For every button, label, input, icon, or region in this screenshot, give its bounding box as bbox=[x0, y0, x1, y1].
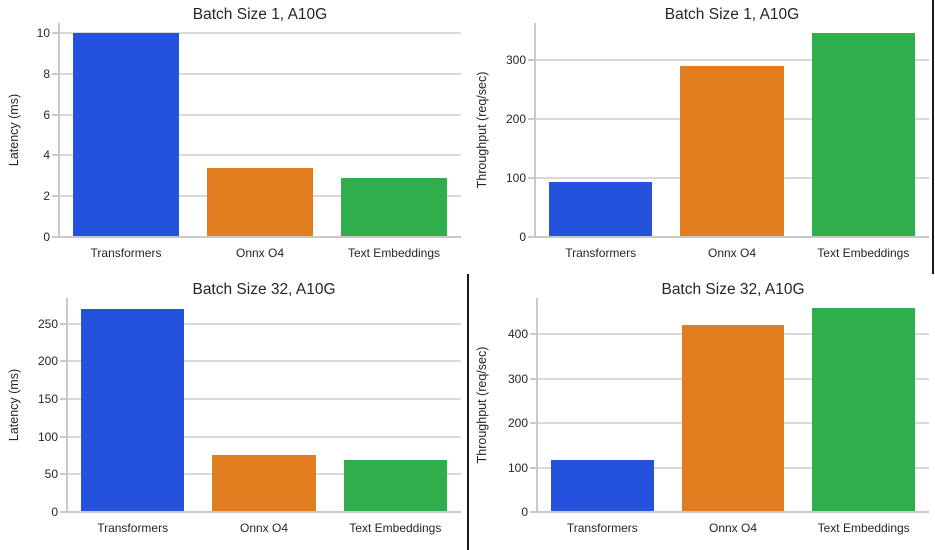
divider-line-center-bottom bbox=[467, 274, 469, 550]
y-axis-spine bbox=[66, 298, 68, 512]
y-tickmark bbox=[528, 236, 534, 238]
gridline bbox=[67, 360, 461, 363]
y-tickmark bbox=[528, 117, 534, 120]
y-tickmark bbox=[60, 322, 66, 325]
bar-onnx-o4 bbox=[207, 167, 313, 236]
bar-onnx-o4 bbox=[681, 325, 785, 511]
gridline bbox=[59, 72, 461, 75]
gridline bbox=[59, 154, 461, 157]
chart-batch1-latency: Batch Size 1, A10G Latency (ms) 0 2 4 6 8 10 Tra… bbox=[0, 0, 467, 275]
y-tick-label: 2 bbox=[43, 189, 50, 204]
y-tickmark bbox=[52, 32, 58, 35]
y-tickmark bbox=[60, 473, 66, 476]
y-tickmark bbox=[528, 176, 534, 179]
x-tick-label: Onnx O4 bbox=[239, 521, 289, 535]
bar-text-embeddings bbox=[341, 177, 447, 236]
y-tickmark bbox=[52, 195, 58, 198]
x-tick-label: Text Embeddings bbox=[347, 246, 441, 260]
y-tick-label: 0 bbox=[519, 230, 526, 244]
x-axis-spine bbox=[536, 511, 929, 513]
y-tick-label: 150 bbox=[37, 391, 58, 406]
x-tick-label: Text Embeddings bbox=[817, 246, 910, 260]
bar-text-embeddings bbox=[343, 460, 447, 511]
y-axis-label: Throughput (req/sec) bbox=[475, 346, 489, 464]
chart-batch32-latency: Batch Size 32, A10G Latency (ms) 0 50 100 150… bbox=[0, 275, 467, 550]
y-tickmark bbox=[530, 333, 536, 336]
y-tickmark bbox=[528, 58, 534, 61]
y-tickmark bbox=[60, 360, 66, 363]
x-axis-spine bbox=[534, 236, 929, 238]
gridline bbox=[59, 113, 461, 116]
y-tick-label: 0 bbox=[521, 505, 528, 519]
y-tick-label: 250 bbox=[37, 316, 58, 331]
y-tickmark bbox=[52, 236, 58, 238]
y-tick-label: 100 bbox=[507, 460, 528, 475]
bar-transformers bbox=[549, 182, 653, 236]
x-tick-label: Transformers bbox=[90, 246, 162, 260]
y-tickmark bbox=[530, 377, 536, 380]
y-tick-label: 200 bbox=[37, 354, 58, 369]
y-axis-spine bbox=[58, 23, 60, 237]
gridline bbox=[59, 32, 461, 35]
x-axis-spine bbox=[66, 511, 461, 513]
divider-line-right-top bbox=[932, 0, 934, 274]
y-tick-label: 300 bbox=[505, 52, 526, 67]
chart-title: Batch Size 1, A10G bbox=[192, 6, 328, 23]
y-tickmark bbox=[52, 154, 58, 157]
x-tick-label: Onnx O4 bbox=[707, 246, 757, 260]
y-tick-label: 300 bbox=[507, 371, 528, 386]
y-tick-label: 0 bbox=[51, 505, 58, 519]
y-tickmark bbox=[60, 397, 66, 400]
bar-transformers bbox=[551, 459, 654, 511]
y-tick-label: 200 bbox=[505, 111, 526, 126]
gridline bbox=[67, 397, 461, 400]
gridline bbox=[535, 58, 929, 61]
y-tick-label: 100 bbox=[505, 170, 526, 185]
y-tickmark bbox=[530, 511, 536, 513]
y-tickmark bbox=[530, 466, 536, 469]
bar-text-embeddings bbox=[812, 308, 915, 511]
x-tick-label: Transformers bbox=[97, 521, 169, 535]
bar-onnx-o4 bbox=[212, 455, 316, 511]
y-tick-label: 4 bbox=[43, 148, 50, 163]
y-axis-spine bbox=[536, 298, 538, 512]
chart-batch32-throughput: Batch Size 32, A10G Throughput (req/sec) 0… bbox=[468, 275, 935, 550]
x-axis-spine bbox=[58, 236, 461, 238]
y-tick-label: 6 bbox=[43, 107, 50, 122]
y-tickmark bbox=[60, 435, 66, 438]
y-tick-label: 10 bbox=[36, 26, 50, 41]
y-tick-label: 0 bbox=[43, 230, 50, 244]
x-tick-label: Transformers bbox=[566, 521, 638, 535]
y-tickmark bbox=[530, 422, 536, 425]
y-tick-label: 100 bbox=[37, 429, 58, 444]
bar-onnx-o4 bbox=[680, 65, 784, 236]
x-tick-label: Text Embeddings bbox=[349, 521, 442, 535]
x-tick-label: Onnx O4 bbox=[235, 246, 285, 260]
bar-transformers bbox=[73, 33, 179, 236]
bar-transformers bbox=[81, 308, 185, 511]
y-tick-label: 400 bbox=[507, 327, 528, 342]
chart-title: Batch Size 32, A10G bbox=[661, 281, 805, 298]
y-axis-spine bbox=[534, 23, 536, 237]
y-tickmark bbox=[52, 113, 58, 116]
y-tick-label: 200 bbox=[507, 416, 528, 431]
gridline bbox=[67, 322, 461, 325]
bar-text-embeddings bbox=[811, 33, 915, 236]
y-tickmark bbox=[60, 511, 66, 513]
x-tick-label: Onnx O4 bbox=[708, 521, 758, 535]
y-tick-label: 8 bbox=[43, 66, 50, 81]
x-tick-label: Text Embeddings bbox=[817, 521, 910, 535]
x-tick-label: Transformers bbox=[565, 246, 637, 260]
y-tickmark bbox=[52, 72, 58, 75]
chart-title: Batch Size 32, A10G bbox=[192, 281, 336, 298]
chart-title: Batch Size 1, A10G bbox=[664, 6, 800, 23]
chart-batch1-throughput: Batch Size 1, A10G Throughput (req/sec) 0 1… bbox=[468, 0, 935, 275]
gridline bbox=[67, 435, 461, 438]
y-tick-label: 50 bbox=[44, 467, 58, 482]
